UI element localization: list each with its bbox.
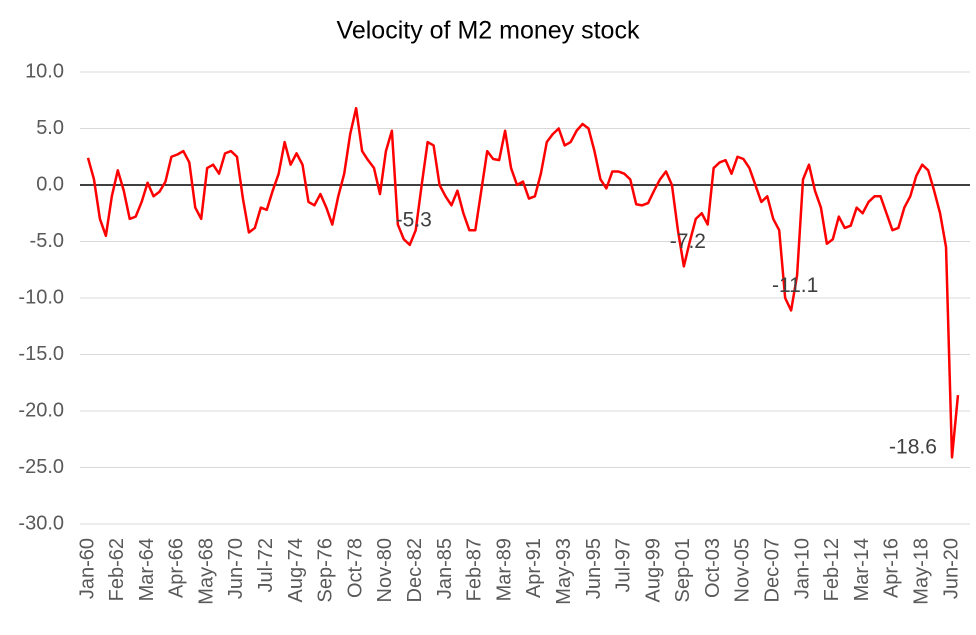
x-tick-label: Jun-20 bbox=[940, 538, 962, 599]
y-tick-label: -20.0 bbox=[18, 399, 64, 421]
y-tick-label: -15.0 bbox=[18, 343, 64, 365]
chart-title: Velocity of M2 money stock bbox=[337, 17, 640, 45]
y-tick-label: -10.0 bbox=[18, 286, 64, 308]
x-tick-label: Nov-80 bbox=[374, 538, 396, 602]
x-tick-label: May-18 bbox=[910, 538, 932, 605]
x-tick-label: Feb-12 bbox=[821, 538, 843, 601]
x-tick-label: Apr-66 bbox=[166, 538, 188, 598]
x-tick-label: Oct-03 bbox=[702, 538, 724, 598]
x-tick-label: Jul-97 bbox=[613, 538, 635, 592]
annotation: -11.1 bbox=[772, 274, 818, 297]
x-tick-label: Apr-16 bbox=[881, 538, 903, 598]
y-tick-label: 5.0 bbox=[36, 117, 64, 139]
x-tick-label: Dec-07 bbox=[762, 538, 784, 602]
x-tick-label: Feb-87 bbox=[464, 538, 486, 601]
x-tick-label: Jan-60 bbox=[76, 538, 98, 599]
x-tick-label: Feb-62 bbox=[106, 538, 128, 601]
x-tick-label: Jan-10 bbox=[791, 538, 813, 599]
annotation: -7.2 bbox=[670, 230, 706, 253]
x-tick-label: Nov-05 bbox=[732, 538, 754, 602]
x-tick-label: Aug-74 bbox=[285, 538, 307, 603]
x-tick-label: Jul-72 bbox=[255, 538, 277, 592]
annotation: -5.3 bbox=[396, 208, 432, 231]
y-tick-label: -5.0 bbox=[30, 230, 64, 252]
x-tick-label: Aug-99 bbox=[642, 538, 664, 603]
x-tick-label: Mar-64 bbox=[136, 538, 158, 601]
x-tick-label: Oct-78 bbox=[344, 538, 366, 598]
x-tick-label: Jun-95 bbox=[583, 538, 605, 599]
annotation: -18.6 bbox=[889, 436, 937, 459]
x-tick-label: Sep-01 bbox=[672, 538, 694, 603]
y-tick-label: -30.0 bbox=[18, 512, 64, 534]
x-tick-label: Mar-89 bbox=[493, 538, 515, 601]
y-tick-label: 0.0 bbox=[36, 173, 64, 195]
x-tick-label: Jan-85 bbox=[434, 538, 456, 599]
y-tick-label: 10.0 bbox=[25, 60, 64, 82]
data-line bbox=[86, 106, 960, 459]
x-tick-label: Sep-76 bbox=[315, 538, 337, 603]
x-tick-label: May-93 bbox=[553, 538, 575, 605]
x-tick-label: Dec-82 bbox=[404, 538, 426, 602]
y-tick-label: -25.0 bbox=[18, 456, 64, 478]
x-tick-label: Mar-14 bbox=[851, 538, 873, 601]
x-tick-label: Jun-70 bbox=[225, 538, 247, 599]
x-tick-label: Apr-91 bbox=[523, 538, 545, 598]
x-tick-label: May-68 bbox=[195, 538, 217, 605]
